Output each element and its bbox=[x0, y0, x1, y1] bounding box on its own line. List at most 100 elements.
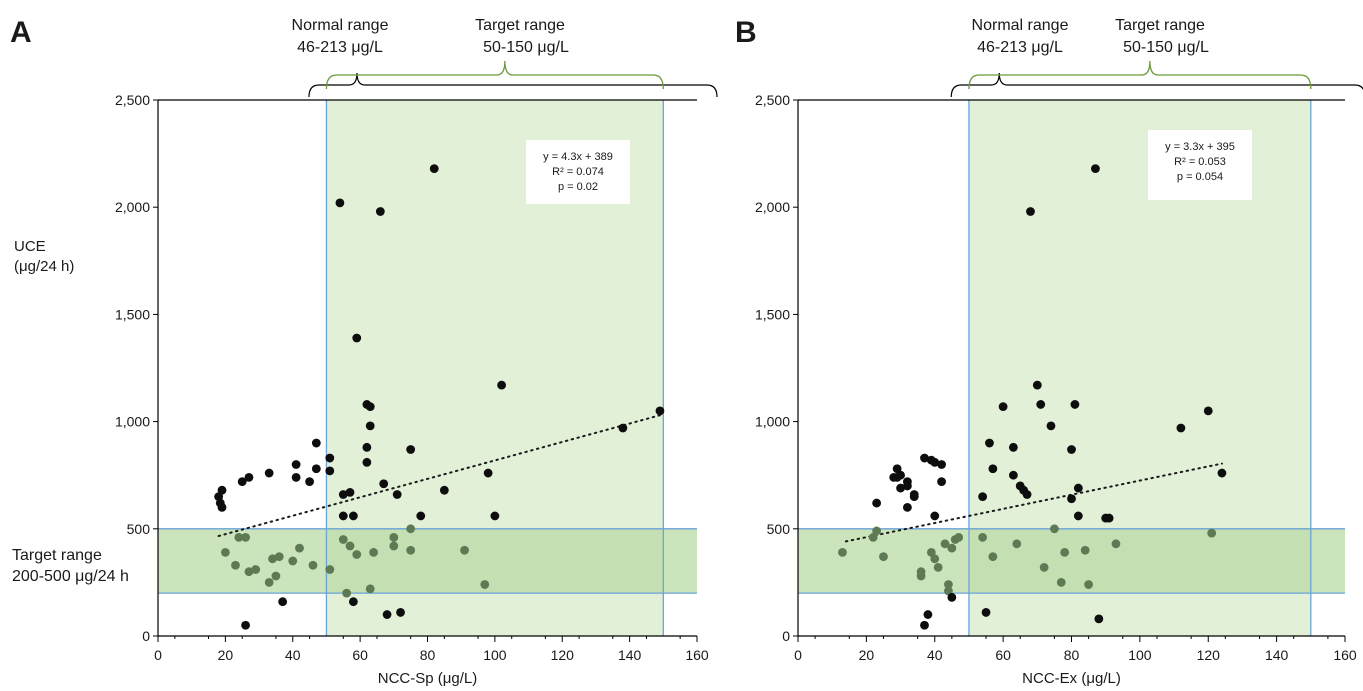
data-point bbox=[998, 402, 1008, 411]
x-tick-label: 20 bbox=[218, 647, 234, 663]
data-point bbox=[618, 423, 628, 433]
data-point bbox=[933, 562, 943, 572]
data-point bbox=[1012, 539, 1022, 549]
data-point bbox=[288, 556, 298, 566]
data-point bbox=[1050, 524, 1059, 534]
data-point bbox=[274, 552, 284, 562]
data-point bbox=[392, 490, 402, 499]
data-point bbox=[879, 552, 888, 562]
data-point bbox=[338, 535, 348, 544]
target-band-label-line: 200-500 μg/24 h bbox=[12, 568, 129, 585]
data-point bbox=[305, 477, 314, 487]
y-tick-label: 1,500 bbox=[115, 306, 150, 322]
x-tick-label: 0 bbox=[794, 647, 802, 663]
data-point bbox=[978, 532, 988, 542]
data-point bbox=[217, 502, 227, 512]
y-tick-label: 2,500 bbox=[115, 92, 150, 108]
normal-range-label-line: 46-213 μg/L bbox=[977, 39, 1063, 56]
data-point bbox=[483, 468, 493, 478]
data-point bbox=[311, 438, 321, 448]
equation-line: y = 4.3x + 389 bbox=[543, 151, 613, 163]
panel-a: 0 20 40 60 80 100 120 140 160 0 500 1,000 1,500 2,000… bbox=[10, 16, 718, 687]
data-point bbox=[1080, 545, 1090, 555]
data-point bbox=[406, 445, 416, 454]
y-tick-label: 0 bbox=[782, 628, 790, 644]
data-point bbox=[947, 593, 957, 602]
data-point bbox=[325, 565, 335, 574]
data-point bbox=[460, 545, 469, 555]
normal-range-label-line: Normal range bbox=[292, 17, 389, 34]
data-point bbox=[237, 477, 247, 487]
data-point bbox=[1207, 528, 1217, 538]
x-tick-label: 100 bbox=[483, 647, 507, 663]
data-point bbox=[1067, 494, 1076, 504]
data-point bbox=[231, 560, 240, 570]
data-point bbox=[909, 492, 919, 502]
data-point bbox=[362, 457, 372, 467]
panel-label: A bbox=[10, 16, 32, 49]
data-point bbox=[396, 608, 405, 617]
data-point bbox=[947, 543, 957, 553]
data-point bbox=[892, 464, 902, 474]
y-tick-label: 2,500 bbox=[755, 92, 790, 108]
data-point bbox=[251, 565, 261, 574]
data-point bbox=[389, 532, 399, 542]
data-point bbox=[838, 547, 847, 557]
target-band-label-line: Target range bbox=[12, 547, 102, 564]
data-point bbox=[369, 547, 378, 557]
data-point bbox=[872, 526, 882, 536]
data-point bbox=[920, 453, 929, 463]
target-range-label-line: 50-150 μg/L bbox=[483, 39, 569, 56]
panel-b: 0 20 40 60 80 100 120 140 160 0 500 1,000 1,500 2,000… bbox=[735, 16, 1363, 687]
data-point bbox=[352, 333, 362, 343]
x-tick-label: 40 bbox=[927, 647, 943, 663]
data-point bbox=[944, 580, 953, 589]
x-tick-label: 140 bbox=[1265, 647, 1289, 663]
data-point bbox=[311, 464, 321, 474]
data-point bbox=[220, 547, 230, 557]
data-point bbox=[872, 498, 882, 508]
data-point bbox=[1176, 423, 1186, 433]
data-point bbox=[1203, 406, 1213, 416]
data-point bbox=[985, 438, 994, 448]
data-point bbox=[325, 453, 335, 463]
data-point bbox=[308, 560, 318, 570]
data-point bbox=[490, 511, 500, 521]
data-point bbox=[944, 586, 953, 596]
target-range-label-line: Target range bbox=[475, 17, 565, 34]
data-point bbox=[1084, 580, 1093, 589]
data-point bbox=[241, 532, 250, 542]
data-point bbox=[903, 481, 912, 491]
data-point bbox=[406, 524, 416, 534]
data-point bbox=[264, 578, 274, 587]
data-point bbox=[655, 406, 665, 416]
data-point bbox=[926, 547, 936, 557]
data-point bbox=[937, 460, 946, 469]
x-tick-label: 20 bbox=[859, 647, 875, 663]
data-point bbox=[291, 472, 301, 482]
x-tick-label: 0 bbox=[154, 647, 162, 663]
data-point bbox=[1039, 562, 1049, 572]
data-point bbox=[244, 567, 254, 577]
data-point bbox=[278, 597, 288, 607]
data-point bbox=[234, 532, 244, 542]
data-point bbox=[1022, 490, 1032, 499]
equation-box bbox=[526, 140, 630, 204]
data-point bbox=[930, 554, 940, 564]
data-point bbox=[480, 580, 490, 589]
data-point bbox=[988, 552, 998, 562]
data-point bbox=[365, 402, 375, 411]
data-point bbox=[264, 468, 274, 478]
data-point bbox=[988, 464, 998, 474]
y-tick-label: 500 bbox=[767, 521, 791, 537]
data-point bbox=[1060, 547, 1070, 557]
data-point bbox=[362, 442, 372, 452]
data-point bbox=[1036, 400, 1046, 409]
data-point bbox=[352, 550, 362, 559]
data-point bbox=[379, 479, 389, 489]
target-range-y-band bbox=[798, 528, 1345, 594]
equation-line: y = 3.3x + 395 bbox=[1165, 141, 1235, 153]
y-tick-label: 1,000 bbox=[115, 414, 150, 430]
normal-range-label-line: 46-213 μg/L bbox=[297, 39, 383, 56]
